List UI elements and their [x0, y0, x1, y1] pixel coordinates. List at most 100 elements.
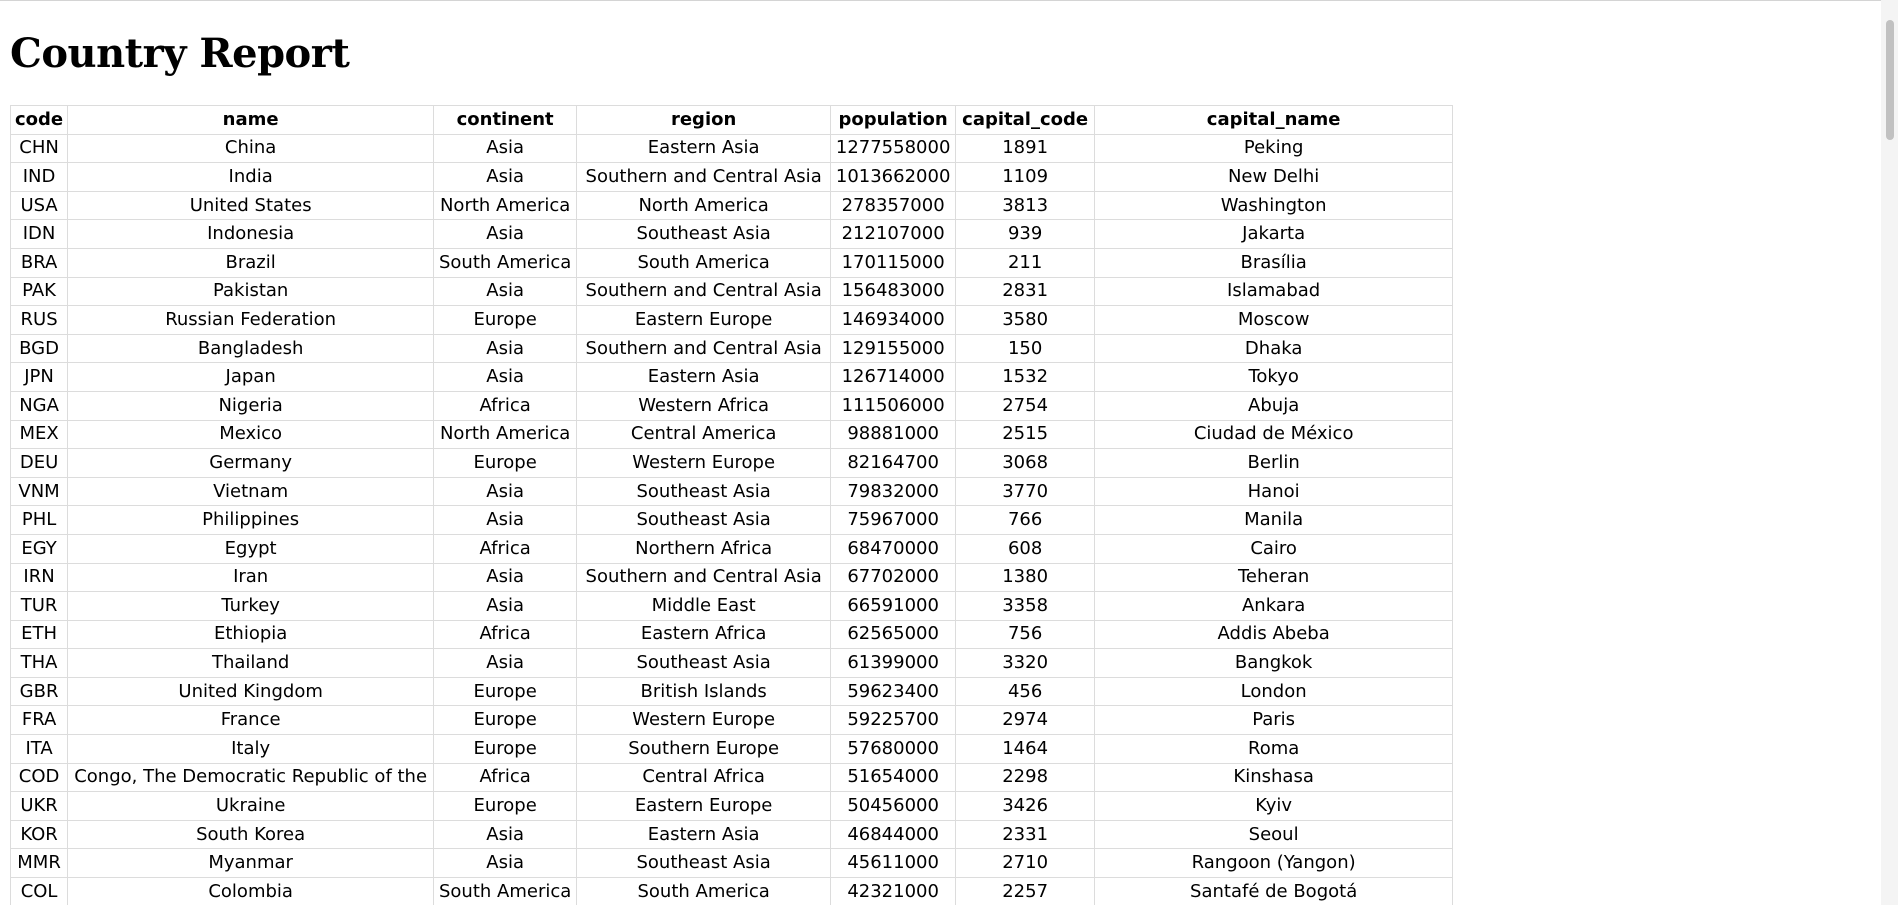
- capital-name-cell: Addis Abeba: [1094, 619, 1454, 650]
- code-cell: RUS: [9, 305, 69, 335]
- capital-name-cell: Islamabad: [1094, 276, 1454, 307]
- capital-code-cell: 3813: [955, 190, 1096, 221]
- name-cell: Ethiopia: [67, 619, 435, 650]
- population-cell: 79832000: [830, 476, 957, 507]
- continent-cell: Europe: [433, 305, 578, 335]
- population-cell: 51654000: [830, 762, 957, 793]
- capital-name-cell: Manila: [1094, 505, 1454, 535]
- capital-code-cell: 1109: [955, 162, 1096, 192]
- capital-name-cell: Santafé de Bogotá: [1094, 877, 1454, 905]
- column-header-capital-code: capital_code: [955, 105, 1096, 135]
- capital-name-cell: Brasília: [1094, 247, 1454, 278]
- capital-name-cell: Seoul: [1094, 819, 1454, 850]
- code-cell: PHL: [9, 505, 69, 535]
- name-cell: Myanmar: [67, 848, 435, 879]
- page-title: Country Report: [10, 30, 350, 77]
- population-cell: 75967000: [830, 505, 957, 535]
- region-cell: Central America: [576, 419, 832, 450]
- population-cell: 170115000: [830, 247, 957, 278]
- capital-name-cell: Bangkok: [1094, 648, 1454, 678]
- continent-cell: Asia: [433, 591, 578, 621]
- region-cell: British Islands: [576, 676, 832, 707]
- header-row: code name continent region population capital…: [9, 105, 1454, 135]
- table-body: CHN China Asia Eastern Asia 1277558000 1891 Pe…: [9, 133, 1454, 905]
- population-cell: 278357000: [830, 190, 957, 221]
- population-cell: 59225700: [830, 705, 957, 736]
- name-cell: Turkey: [67, 591, 435, 621]
- continent-cell: Africa: [433, 762, 578, 793]
- scrollbar-thumb[interactable]: [1886, 20, 1894, 140]
- code-cell: TUR: [9, 591, 69, 621]
- column-header-population: population: [830, 105, 957, 135]
- capital-code-cell: 756: [955, 619, 1096, 650]
- continent-cell: Asia: [433, 276, 578, 307]
- table-row: BGD Bangladesh Asia Southern and Central As…: [9, 333, 1454, 364]
- capital-code-cell: 456: [955, 676, 1096, 707]
- region-cell: Eastern Europe: [576, 791, 832, 821]
- capital-name-cell: Washington: [1094, 190, 1454, 221]
- region-cell: Southeast Asia: [576, 476, 832, 507]
- name-cell: Italy: [67, 734, 435, 764]
- column-header-capital-name: capital_name: [1094, 105, 1454, 135]
- table-row: THA Thailand Asia Southeast Asia 61399000 332…: [9, 648, 1454, 678]
- code-cell: EGY: [9, 533, 69, 564]
- region-cell: Eastern Asia: [576, 133, 832, 164]
- code-cell: CHN: [9, 133, 69, 164]
- name-cell: Bangladesh: [67, 333, 435, 364]
- table-row: RUS Russian Federation Europe Eastern Europ…: [9, 305, 1454, 335]
- table-row: ETH Ethiopia Africa Eastern Africa 62565000 7…: [9, 619, 1454, 650]
- population-cell: 156483000: [830, 276, 957, 307]
- capital-name-cell: Cairo: [1094, 533, 1454, 564]
- name-cell: Russian Federation: [67, 305, 435, 335]
- table-row: DEU Germany Europe Western Europe 82164700 30…: [9, 448, 1454, 478]
- name-cell: United Kingdom: [67, 676, 435, 707]
- name-cell: Iran: [67, 562, 435, 593]
- name-cell: India: [67, 162, 435, 192]
- capital-name-cell: Ciudad de México: [1094, 419, 1454, 450]
- capital-code-cell: 3320: [955, 648, 1096, 678]
- name-cell: Philippines: [67, 505, 435, 535]
- continent-cell: Africa: [433, 533, 578, 564]
- table-row: IND India Asia Southern and Central Asia 101…: [9, 162, 1454, 192]
- continent-cell: Asia: [433, 333, 578, 364]
- population-cell: 46844000: [830, 819, 957, 850]
- table-row: UKR Ukraine Europe Eastern Europe 50456000 34…: [9, 791, 1454, 821]
- code-cell: IND: [9, 162, 69, 192]
- population-cell: 146934000: [830, 305, 957, 335]
- table-row: ITA Italy Europe Southern Europe 57680000 146…: [9, 734, 1454, 764]
- capital-code-cell: 150: [955, 333, 1096, 364]
- continent-cell: Asia: [433, 362, 578, 392]
- region-cell: Eastern Asia: [576, 362, 832, 392]
- capital-code-cell: 3426: [955, 791, 1096, 821]
- vertical-scrollbar[interactable]: [1881, 0, 1898, 905]
- continent-cell: Asia: [433, 133, 578, 164]
- continent-cell: Asia: [433, 505, 578, 535]
- population-cell: 62565000: [830, 619, 957, 650]
- continent-cell: Europe: [433, 791, 578, 821]
- code-cell: ETH: [9, 619, 69, 650]
- code-cell: BGD: [9, 333, 69, 364]
- region-cell: Southeast Asia: [576, 848, 832, 879]
- table-row: IDN Indonesia Asia Southeast Asia 212107000 9…: [9, 219, 1454, 249]
- capital-name-cell: Ankara: [1094, 591, 1454, 621]
- code-cell: IDN: [9, 219, 69, 249]
- code-cell: USA: [9, 190, 69, 221]
- population-cell: 42321000: [830, 877, 957, 905]
- region-cell: Western Europe: [576, 448, 832, 478]
- name-cell: Vietnam: [67, 476, 435, 507]
- capital-name-cell: Peking: [1094, 133, 1454, 164]
- code-cell: BRA: [9, 247, 69, 278]
- name-cell: Congo, The Democratic Republic of the: [67, 762, 435, 793]
- table-row: COL Colombia South America South America 423…: [9, 877, 1454, 905]
- region-cell: Southeast Asia: [576, 648, 832, 678]
- table-row: JPN Japan Asia Eastern Asia 126714000 1532 Tok…: [9, 362, 1454, 392]
- capital-code-cell: 3358: [955, 591, 1096, 621]
- population-cell: 66591000: [830, 591, 957, 621]
- region-cell: Southern and Central Asia: [576, 276, 832, 307]
- name-cell: France: [67, 705, 435, 736]
- population-cell: 212107000: [830, 219, 957, 249]
- capital-name-cell: Tokyo: [1094, 362, 1454, 392]
- region-cell: Southeast Asia: [576, 219, 832, 249]
- region-cell: Eastern Africa: [576, 619, 832, 650]
- region-cell: Southern and Central Asia: [576, 162, 832, 192]
